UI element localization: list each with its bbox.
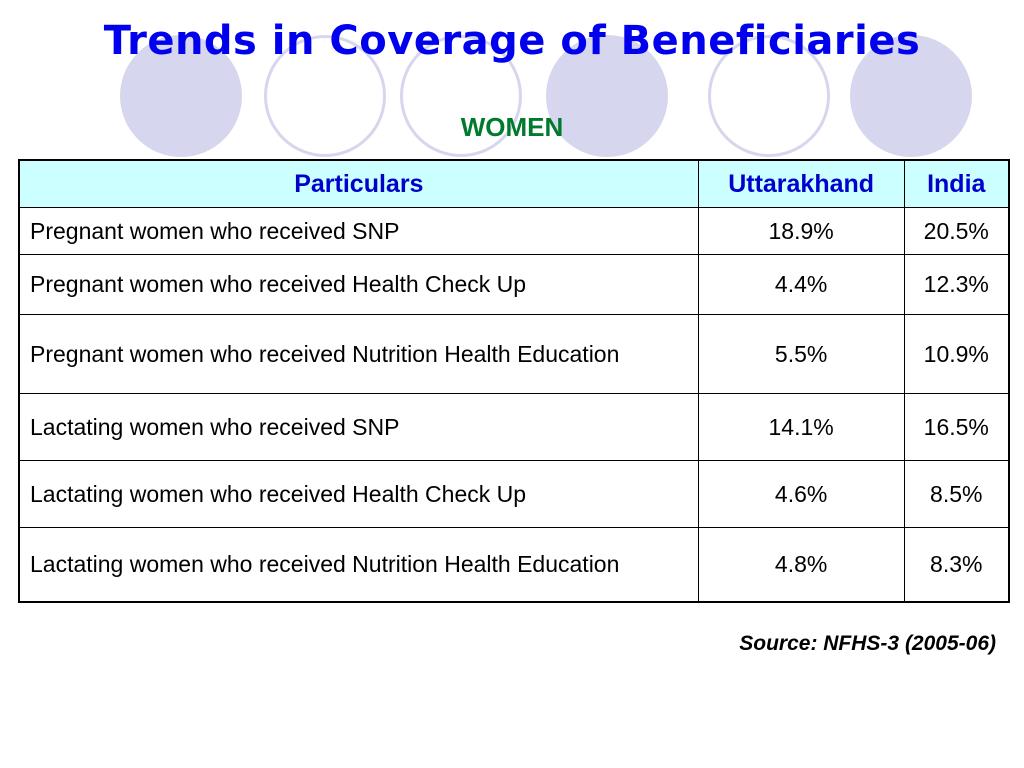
decor-circle-1 (120, 35, 242, 157)
table-row: Lactating women who received Health Chec… (18, 460, 1010, 528)
uttarakhand-cell: 4.6% (697, 460, 905, 528)
header-uttarakhand: Uttarakhand (697, 159, 905, 208)
coverage-table: Particulars Uttarakhand India Pregnant w… (18, 159, 1010, 603)
uttarakhand-cell: 4.8% (697, 527, 905, 603)
table-row: Lactating women who received Nutrition H… (18, 527, 1010, 603)
slide-subtitle: WOMEN (460, 112, 564, 142)
particular-cell: Pregnant women who received SNP (18, 207, 699, 255)
particular-cell: Lactating women who received Nutrition H… (18, 527, 699, 603)
decor-circle-3 (400, 35, 522, 157)
decor-circle-6 (850, 35, 972, 157)
header-india: India (903, 159, 1010, 208)
particular-cell: Lactating women who received SNP (18, 393, 699, 461)
source-note: Source: NFHS-3 (2005-06) (739, 632, 996, 655)
decor-circle-2 (264, 35, 386, 157)
table-row: Pregnant women who received Health Check… (18, 254, 1010, 315)
table-row: Lactating women who received SNP 14.1% 1… (18, 393, 1010, 461)
particular-cell: Lactating women who received Health Chec… (18, 460, 699, 528)
india-cell: 12.3% (903, 254, 1010, 315)
uttarakhand-cell: 5.5% (697, 314, 905, 394)
india-cell: 8.5% (903, 460, 1010, 528)
india-cell: 16.5% (903, 393, 1010, 461)
header-particulars: Particulars (18, 159, 699, 208)
particular-cell: Pregnant women who received Nutrition He… (18, 314, 699, 394)
decor-circle-5 (708, 35, 830, 157)
table-header-row: Particulars Uttarakhand India (18, 159, 1010, 208)
table-row: Pregnant women who received Nutrition He… (18, 314, 1010, 394)
india-cell: 10.9% (903, 314, 1010, 394)
uttarakhand-cell: 14.1% (697, 393, 905, 461)
uttarakhand-cell: 4.4% (697, 254, 905, 315)
india-cell: 20.5% (903, 207, 1010, 255)
decor-circle-4 (546, 35, 668, 157)
particular-cell: Pregnant women who received Health Check… (18, 254, 699, 315)
uttarakhand-cell: 18.9% (697, 207, 905, 255)
india-cell: 8.3% (903, 527, 1010, 603)
table-row: Pregnant women who received SNP 18.9% 20… (18, 207, 1010, 255)
slide-title: Trends in Coverage of Beneficiaries (103, 18, 921, 64)
